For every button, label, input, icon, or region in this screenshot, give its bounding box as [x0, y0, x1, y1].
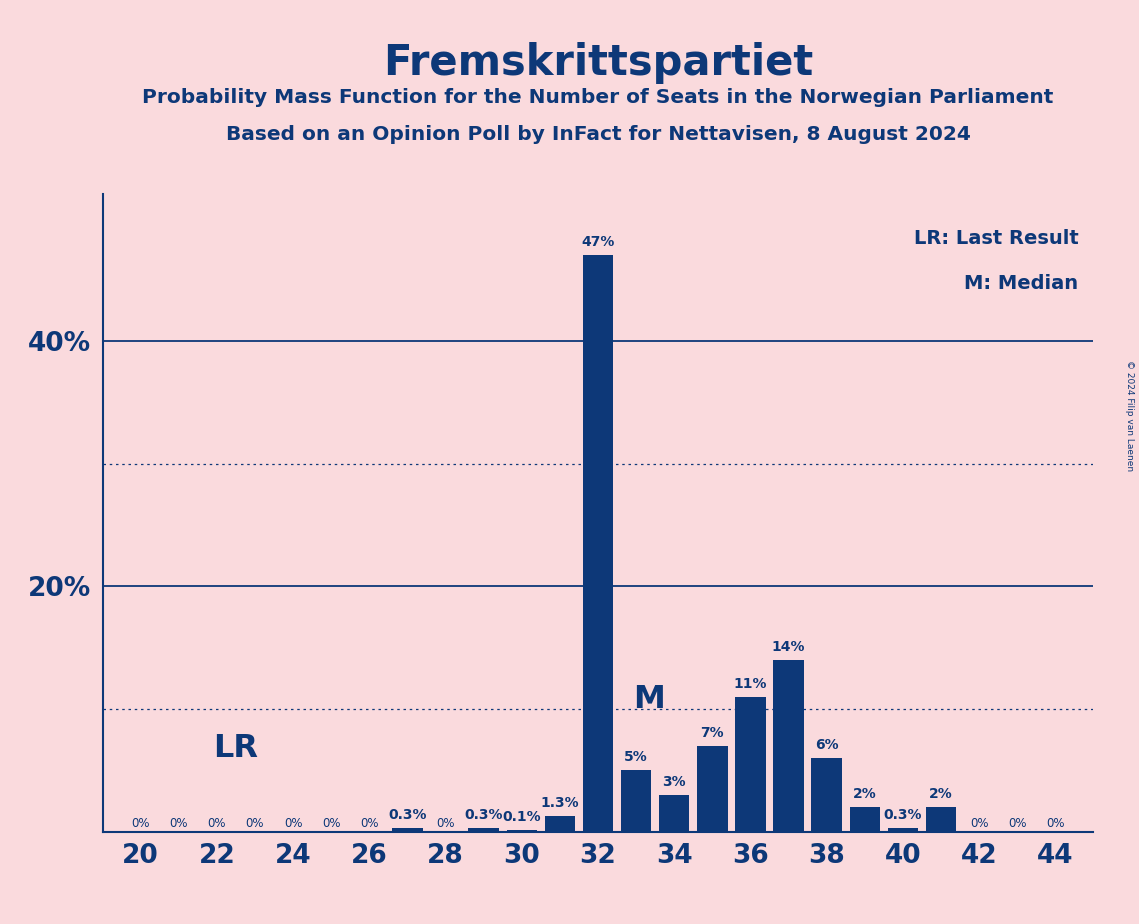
- Text: 0.3%: 0.3%: [388, 808, 427, 821]
- Text: 0%: 0%: [1046, 818, 1065, 831]
- Bar: [811, 758, 842, 832]
- Text: 6%: 6%: [814, 738, 838, 752]
- Text: 1.3%: 1.3%: [541, 796, 579, 809]
- Bar: [697, 746, 728, 832]
- Text: 0.3%: 0.3%: [884, 808, 923, 821]
- Bar: [507, 831, 536, 832]
- Bar: [468, 828, 499, 832]
- Bar: [583, 255, 613, 832]
- Text: 0.1%: 0.1%: [502, 810, 541, 824]
- Text: 0%: 0%: [131, 818, 150, 831]
- Bar: [887, 828, 918, 832]
- Text: 47%: 47%: [581, 236, 615, 249]
- Text: 7%: 7%: [700, 725, 724, 739]
- Text: 0%: 0%: [436, 818, 454, 831]
- Text: 14%: 14%: [772, 639, 805, 654]
- Text: 0%: 0%: [1008, 818, 1026, 831]
- Bar: [735, 697, 765, 832]
- Text: 0%: 0%: [246, 818, 264, 831]
- Bar: [926, 807, 957, 832]
- Text: 3%: 3%: [663, 774, 686, 789]
- Text: 2%: 2%: [853, 787, 877, 801]
- Text: 11%: 11%: [734, 676, 768, 690]
- Text: Probability Mass Function for the Number of Seats in the Norwegian Parliament: Probability Mass Function for the Number…: [142, 88, 1054, 107]
- Text: 0%: 0%: [207, 818, 227, 831]
- Bar: [659, 795, 689, 832]
- Text: Fremskrittspartiet: Fremskrittspartiet: [383, 42, 813, 83]
- Text: LR: LR: [213, 733, 259, 764]
- Bar: [773, 660, 804, 832]
- Bar: [850, 807, 880, 832]
- Bar: [392, 828, 423, 832]
- Text: 0%: 0%: [284, 818, 302, 831]
- Text: 2%: 2%: [929, 787, 953, 801]
- Bar: [621, 771, 652, 832]
- Text: M: Median: M: Median: [965, 274, 1079, 293]
- Text: LR: Last Result: LR: Last Result: [913, 229, 1079, 249]
- Text: 5%: 5%: [624, 750, 648, 764]
- Text: 0%: 0%: [322, 818, 341, 831]
- Text: © 2024 Filip van Laenen: © 2024 Filip van Laenen: [1125, 360, 1134, 471]
- Text: Based on an Opinion Poll by InFact for Nettavisen, 8 August 2024: Based on an Opinion Poll by InFact for N…: [226, 125, 970, 144]
- Bar: [544, 816, 575, 832]
- Text: 0.3%: 0.3%: [465, 808, 503, 821]
- Text: 0%: 0%: [360, 818, 378, 831]
- Text: M: M: [633, 684, 665, 714]
- Text: 0%: 0%: [170, 818, 188, 831]
- Text: 0%: 0%: [969, 818, 989, 831]
